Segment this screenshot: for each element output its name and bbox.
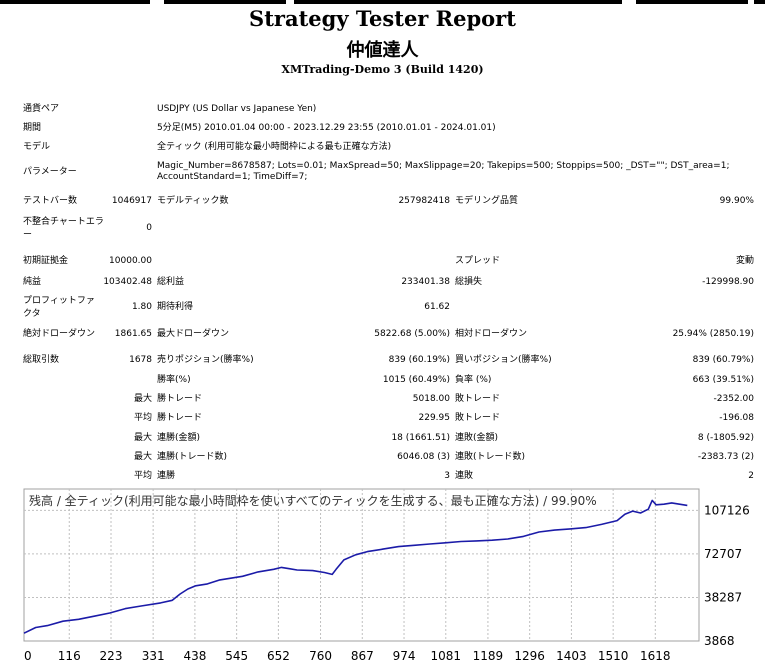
- avg-consec-prefix: 平均: [133, 471, 152, 481]
- x-tick-label: 760: [309, 649, 332, 663]
- largest-loss-value: -2352.00: [713, 394, 754, 404]
- avg-consec-wins-label: 連勝: [157, 471, 176, 481]
- max-consec-loss-label: 連敗(トレード数): [455, 452, 526, 462]
- x-tick-label: 974: [393, 649, 416, 663]
- win-rate-value: 1015 (60.49%): [382, 375, 450, 385]
- expected-payoff-label: 期待利得: [157, 302, 194, 312]
- x-tick-label: 1403: [556, 649, 587, 663]
- largest-win-value: 5018.00: [412, 394, 450, 404]
- short-positions-value: 839 (60.19%): [388, 355, 450, 365]
- mismatch-value: 0: [146, 223, 152, 233]
- model-value: 全ティック (利用可能な最小時間枠による最も正確な方法): [157, 142, 392, 152]
- gross-loss-label: 総損失: [455, 277, 483, 287]
- quality-label: モデリング品質: [455, 196, 519, 206]
- largest-prefix: 最大: [133, 394, 152, 404]
- avg-win-value: 229.95: [418, 413, 451, 423]
- parameters-value: Magic_Number=8678587; Lots=0.01; MaxSpre…: [157, 161, 730, 182]
- x-tick-label: 545: [225, 649, 248, 663]
- max-consec-profit-prefix: 最大: [133, 452, 152, 462]
- balance-line: [23, 499, 688, 634]
- long-positions-value: 839 (60.79%): [692, 355, 754, 365]
- long-positions-label: 買いポジション(勝率%): [455, 355, 552, 365]
- chart-title: 残高 / 全ティック(利用可能な最小時間枠を使いすべてのティックを生成する、最も…: [29, 493, 597, 508]
- bars-label: テストバー数: [23, 196, 78, 206]
- x-tick-label: 652: [267, 649, 290, 663]
- x-tick-label: 1081: [431, 649, 462, 663]
- max-consec-losses-value: 8 (-1805.92): [697, 433, 754, 443]
- abs-drawdown-label: 絶対ドローダウン: [23, 329, 96, 339]
- ticks-value: 257982418: [398, 196, 450, 206]
- server-build: XMTrading-Demo 3 (Build 1420): [281, 63, 484, 76]
- max-drawdown-label: 最大ドローダウン: [157, 329, 230, 339]
- x-tick-label: 867: [351, 649, 374, 663]
- x-tick-label: 1296: [514, 649, 545, 663]
- x-tick-label: 1510: [598, 649, 629, 663]
- x-tick-label: 1618: [640, 649, 671, 663]
- symbol-label: 通貨ペア: [23, 104, 60, 114]
- rel-drawdown-value: 25.94% (2850.19): [672, 329, 754, 339]
- profit-factor-label: プロフィットファクタ: [23, 296, 95, 319]
- total-trades-label: 総取引数: [23, 355, 60, 365]
- abs-drawdown-value: 1861.65: [114, 329, 152, 339]
- avg-loss-value: -196.08: [719, 413, 754, 423]
- bars-value: 1046917: [111, 196, 152, 206]
- max-consec-wins-label: 連勝(金額): [157, 433, 201, 443]
- x-tick-label: 438: [183, 649, 206, 663]
- x-tick-label: 0: [24, 649, 32, 663]
- spread-value: 変動: [735, 256, 754, 266]
- max-consec-profit-label: 連勝(トレード数): [157, 452, 228, 462]
- max-drawdown-value: 5822.68 (5.00%): [374, 329, 450, 339]
- deposit-label: 初期証拠金: [23, 256, 69, 266]
- profit-factor-value: 1.80: [131, 302, 152, 312]
- average-prefix: 平均: [133, 413, 152, 423]
- max-consec-prefix: 最大: [133, 433, 152, 443]
- x-tick-label: 331: [142, 649, 165, 663]
- window-top-bar: [0, 0, 765, 4]
- symbol-value: USDJPY (US Dollar vs Japanese Yen): [157, 104, 317, 114]
- ticks-label: モデルティック数: [157, 196, 229, 206]
- y-tick-label: 72707: [704, 547, 742, 561]
- ea-name: 仲値達人: [346, 40, 419, 61]
- mismatch-label: 不整合チャートエラー: [23, 217, 104, 240]
- quality-value: 99.90%: [719, 196, 754, 206]
- gross-profit-value: 233401.38: [401, 277, 450, 287]
- loss-rate-label: 負率 (%): [455, 375, 492, 385]
- y-tick-label: 38287: [704, 590, 742, 604]
- loss-rate-value: 663 (39.51%): [692, 375, 754, 385]
- expected-payoff-value: 61.62: [424, 302, 450, 312]
- x-tick-label: 116: [58, 649, 81, 663]
- avg-consec-losses-label: 連敗: [455, 471, 474, 481]
- net-profit-value: 103402.48: [103, 277, 152, 287]
- report-title: Strategy Tester Report: [249, 6, 516, 31]
- avg-win-label: 勝トレード: [157, 413, 203, 423]
- net-profit-label: 純益: [23, 277, 42, 287]
- plot-frame: [23, 488, 700, 642]
- rel-drawdown-label: 相対ドローダウン: [455, 329, 528, 339]
- model-label: モデル: [23, 142, 51, 152]
- short-positions-label: 売りポジション(勝率%): [157, 355, 254, 365]
- largest-loss-label: 敗トレード: [455, 394, 501, 404]
- gross-loss-value: -129998.90: [702, 277, 754, 287]
- y-tick-label: 107126: [704, 503, 750, 517]
- y-tick-label: 3868: [704, 634, 735, 648]
- max-consec-loss-value: -2383.73 (2): [697, 452, 754, 462]
- win-rate-label: 勝率(%): [157, 375, 191, 385]
- avg-consec-wins-value: 3: [444, 471, 450, 481]
- spread-label: スプレッド: [455, 256, 501, 266]
- avg-consec-losses-value: 2: [748, 471, 754, 481]
- parameters-label: パラメーター: [23, 167, 77, 177]
- deposit-value: 10000.00: [109, 256, 152, 266]
- gross-profit-label: 総利益: [157, 277, 185, 287]
- period-label: 期間: [23, 123, 42, 133]
- max-consec-profit-value: 6046.08 (3): [397, 452, 450, 462]
- max-consec-losses-label: 連敗(金額): [455, 433, 499, 443]
- total-trades-value: 1678: [129, 355, 152, 365]
- max-consec-wins-value: 18 (1661.51): [391, 433, 450, 443]
- period-value: 5分足(M5) 2010.01.04 00:00 - 2023.12.29 23…: [157, 123, 496, 133]
- x-tick-label: 223: [100, 649, 123, 663]
- balance-chart: 107126 72707 38287 3868 0 116 223 331 438 545 652 7…: [23, 488, 750, 663]
- avg-loss-label: 敗トレード: [455, 413, 501, 423]
- x-tick-label: 1189: [473, 649, 504, 663]
- largest-win-label: 勝トレード: [157, 394, 203, 404]
